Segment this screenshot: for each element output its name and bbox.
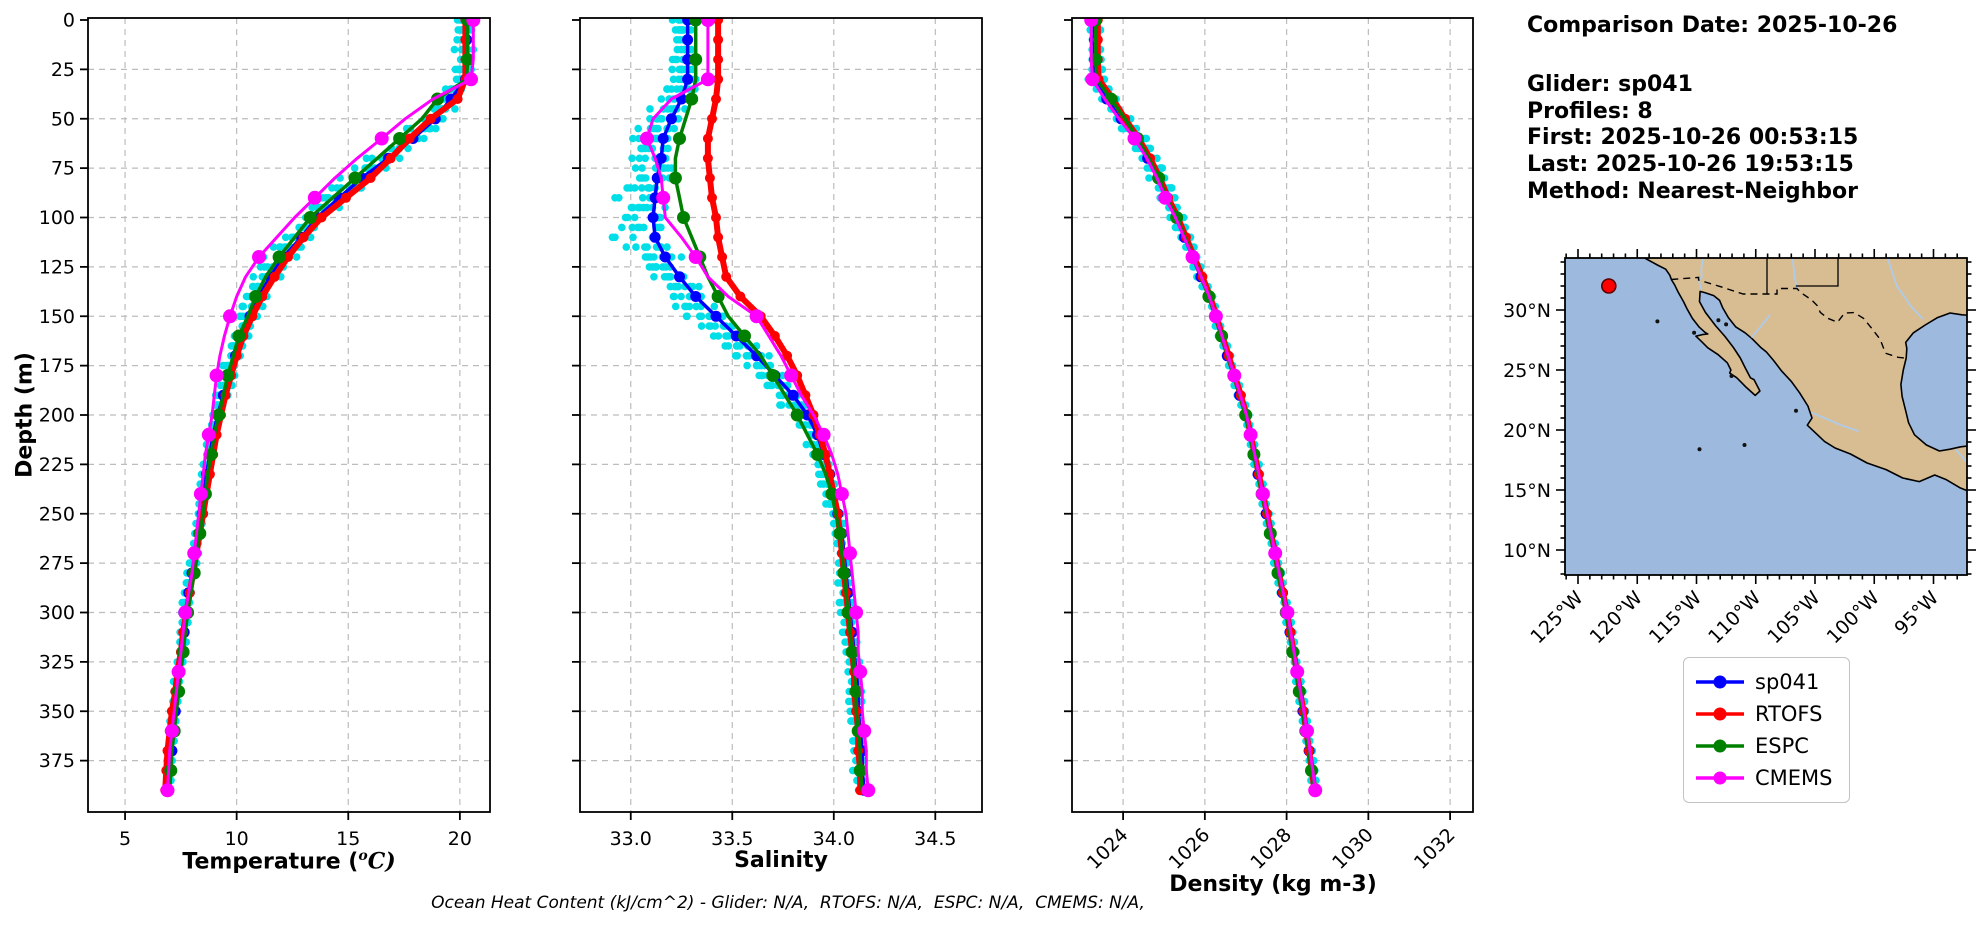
svg-text:0: 0	[63, 10, 75, 32]
svg-text:33.0: 33.0	[610, 828, 652, 850]
info-profiles: Profiles: 8	[1527, 98, 1653, 124]
legend-item-cmems: CMEMS	[1694, 766, 1845, 790]
svg-text:15°N: 15°N	[1503, 480, 1551, 502]
svg-text:20: 20	[448, 828, 472, 850]
info-last-time: Last: 2025-10-26 19:53:15	[1527, 152, 1854, 178]
svg-text:175: 175	[39, 355, 75, 377]
series-RTOFS-density	[1092, 18, 1320, 796]
svg-text:110°W: 110°W	[1704, 587, 1765, 648]
temperature-unit-text: C)	[367, 848, 396, 875]
svg-text:120°W: 120°W	[1586, 587, 1647, 648]
temperature-x-ticks: 5 10 15 20	[119, 812, 472, 850]
map-frame	[1564, 257, 1968, 576]
svg-text:150: 150	[39, 306, 75, 328]
salinity-x-ticks: 33.0 33.5 34.0 34.5	[610, 812, 956, 850]
svg-text:75: 75	[51, 158, 75, 180]
svg-text:1028: 1028	[1246, 824, 1296, 874]
svg-text:225: 225	[39, 454, 75, 476]
svg-text:25°N: 25°N	[1503, 360, 1551, 382]
svg-text:15: 15	[336, 828, 360, 850]
legend-marker-rtofs	[1696, 707, 1744, 721]
density-axis-label: Density (kg m-3)	[1169, 872, 1377, 897]
svg-text:5: 5	[119, 828, 131, 850]
info-first-time: First: 2025-10-26 00:53:15	[1527, 125, 1859, 151]
legend-label-rtofs: RTOFS	[1755, 702, 1823, 726]
svg-text:34.5: 34.5	[914, 828, 956, 850]
info-method: Method: Nearest-Neighbor	[1527, 178, 1858, 204]
svg-text:20°N: 20°N	[1503, 420, 1551, 442]
svg-text:200: 200	[39, 405, 75, 427]
svg-text:10: 10	[225, 828, 249, 850]
map-ticks	[1556, 249, 1976, 584]
map-border-dashed	[1671, 276, 1908, 360]
map-land	[1642, 258, 1967, 492]
svg-text:33.5: 33.5	[711, 828, 753, 850]
svg-text:34.0: 34.0	[813, 828, 855, 850]
svg-text:115°W: 115°W	[1645, 587, 1706, 648]
svg-text:95°W: 95°W	[1890, 587, 1943, 640]
svg-text:100°W: 100°W	[1823, 587, 1884, 648]
svg-text:100: 100	[39, 207, 75, 229]
legend-label-cmems: CMEMS	[1755, 766, 1833, 790]
temperature-unit-superscript: o	[358, 848, 368, 864]
svg-text:375: 375	[39, 750, 75, 772]
temperature-panel: 5 10 15 20025507510012515017520022525027530…	[39, 10, 491, 850]
density-x-ticks: 1024 1026 1028 1030 1032	[1083, 812, 1460, 874]
legend-label-espc: ESPC	[1755, 734, 1809, 758]
legend-marker-sp041	[1696, 675, 1744, 689]
svg-text:300: 300	[39, 602, 75, 624]
legend: sp041 RTOFS ESPC CMEMS	[1683, 657, 1850, 803]
temperature-axis-label: Temperature (oC)	[182, 848, 395, 874]
series-CMEMS-density	[1084, 18, 1323, 798]
glider-raw-scatter-temperature	[161, 18, 478, 795]
glider-position-marker	[1601, 278, 1617, 294]
series-ESPC-salinity	[668, 18, 867, 793]
glider-info-block: Glider: sp041 Profiles: 8 First: 2025-10…	[1527, 72, 1858, 206]
svg-text:50: 50	[51, 108, 75, 130]
svg-text:1024: 1024	[1083, 824, 1133, 874]
svg-text:125: 125	[39, 256, 75, 278]
svg-text:1026: 1026	[1165, 824, 1215, 874]
legend-label-sp041: sp041	[1755, 670, 1820, 694]
glider-raw-scatter-density	[1084, 18, 1322, 795]
salinity-grid	[580, 18, 982, 812]
density-panel: 1024 1026 1028 1030 1032	[1064, 17, 1474, 874]
depth-axis-label: Depth (m)	[12, 352, 38, 478]
salinity-axis-label: Salinity	[734, 848, 828, 873]
svg-text:1030: 1030	[1328, 824, 1378, 874]
salinity-depth-ticks	[572, 19, 580, 762]
comparison-date-title: Comparison Date: 2025-10-26	[1527, 13, 1898, 38]
svg-text:275: 275	[39, 553, 75, 575]
svg-text:125°W: 125°W	[1526, 587, 1587, 648]
map-rivers	[1697, 258, 1967, 464]
legend-item-espc: ESPC	[1694, 734, 1845, 758]
map-islands	[1655, 318, 1798, 452]
map-state-borders	[1766, 258, 1839, 294]
svg-text:30°N: 30°N	[1503, 300, 1551, 322]
svg-text:325: 325	[39, 651, 75, 673]
density-grid	[1072, 18, 1473, 812]
legend-item-rtofs: RTOFS	[1694, 702, 1845, 726]
legend-marker-espc	[1696, 739, 1744, 753]
temperature-grid	[88, 18, 490, 812]
salinity-panel: 33.0 33.5 34.0 34.5	[572, 17, 983, 850]
temperature-axis-label-text: Temperature (	[182, 849, 359, 875]
svg-text:350: 350	[39, 701, 75, 723]
legend-marker-cmems	[1696, 771, 1744, 785]
info-glider: Glider: sp041	[1527, 72, 1693, 97]
svg-text:10°N: 10°N	[1503, 540, 1551, 562]
series-CMEMS-temperature	[160, 18, 481, 798]
density-depth-ticks	[1064, 19, 1072, 762]
svg-text:1032: 1032	[1410, 824, 1460, 874]
legend-item-sp041: sp041	[1694, 670, 1845, 694]
ocean-heat-content-note: Ocean Heat Content (kJ/cm^2) - Glider: N…	[431, 893, 1145, 913]
svg-text:250: 250	[39, 503, 75, 525]
series-CMEMS-salinity	[640, 18, 876, 798]
svg-text:25: 25	[51, 59, 75, 81]
temperature-depth-ticks: 0 25 50 75 100 125 150 175 200 225 250 275 300 325 350…	[39, 10, 88, 772]
svg-text:105°W: 105°W	[1763, 587, 1824, 648]
